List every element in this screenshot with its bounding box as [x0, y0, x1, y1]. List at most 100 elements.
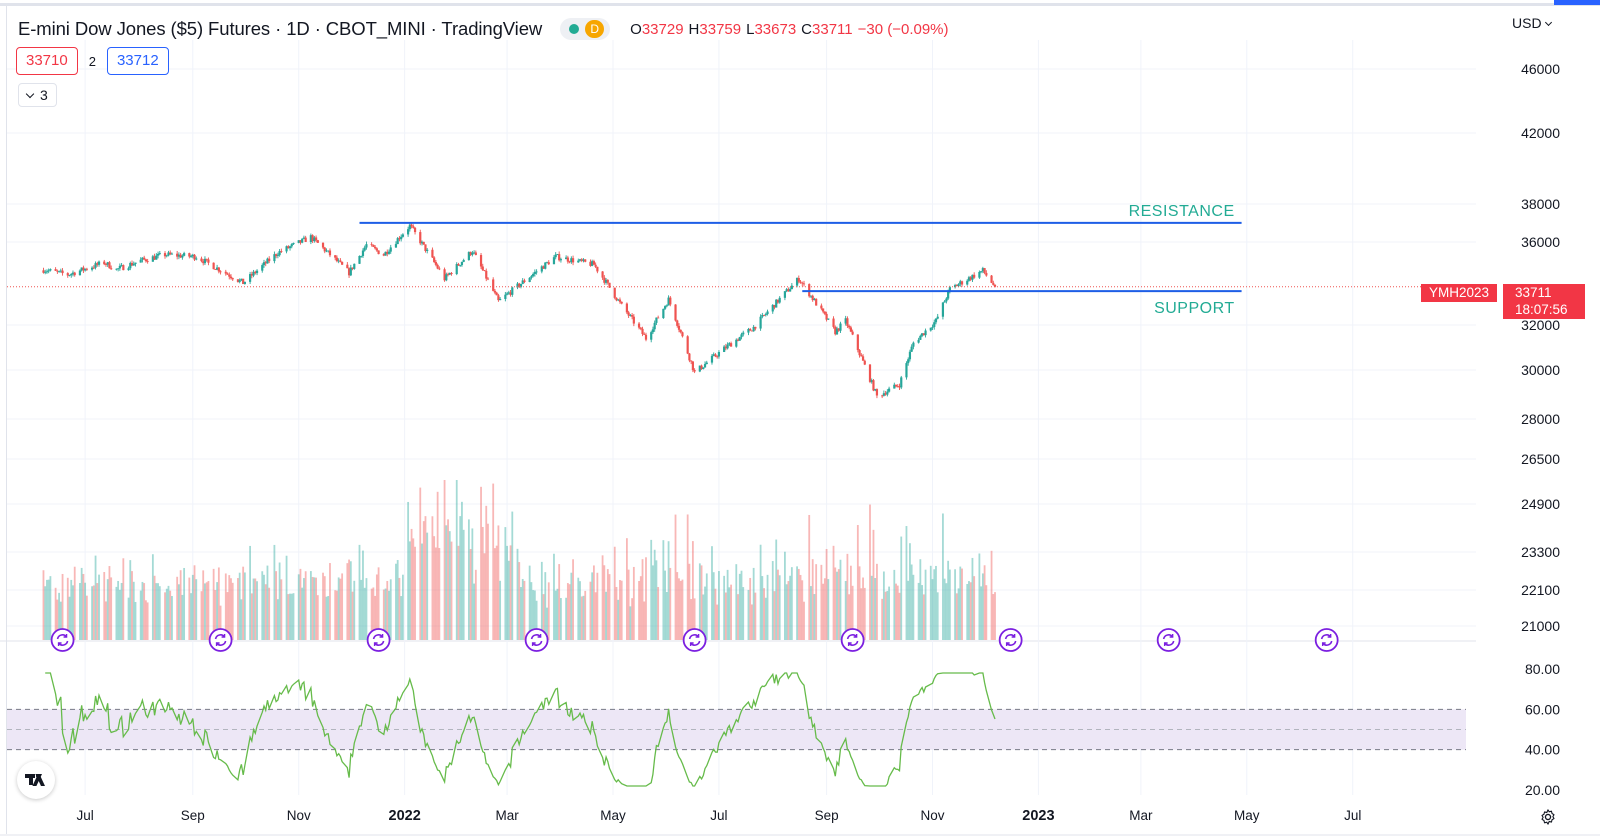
candle-body: [637, 323, 641, 328]
dividend-event-icon[interactable]: [50, 628, 75, 652]
volume-bar: [483, 553, 486, 640]
candle-body: [412, 226, 415, 228]
symbol-title[interactable]: E-mini Dow Jones ($5) Futures · 1D · CBO…: [18, 18, 543, 39]
volume-bar: [407, 501, 410, 640]
volume-bar: [716, 604, 719, 640]
candle-body: [122, 265, 125, 271]
indicators-toggle-button[interactable]: 3: [18, 83, 57, 107]
volume-bar: [594, 592, 597, 640]
candle-body: [155, 255, 158, 260]
volume-bar: [718, 571, 720, 640]
volume-bar: [122, 558, 125, 640]
volume-bar: [228, 575, 231, 640]
candle-body: [292, 242, 295, 245]
volume-bar: [881, 598, 884, 640]
candle-body: [360, 255, 363, 257]
candle-body: [532, 273, 535, 277]
dividend-event-icon[interactable]: [524, 628, 549, 652]
volume-bar: [341, 573, 344, 640]
volume-bar: [285, 555, 288, 640]
dividend-event-icon[interactable]: [840, 628, 865, 652]
volume-bar: [593, 565, 595, 640]
candle-body: [615, 297, 618, 301]
volume-bar: [876, 563, 878, 640]
market-status-pill[interactable]: D: [560, 18, 611, 40]
candle-body: [516, 283, 519, 288]
candle-body: [681, 332, 684, 337]
gear-icon[interactable]: [1539, 808, 1557, 826]
volume-bar: [749, 577, 752, 640]
candle-body: [874, 389, 877, 391]
candle-body: [410, 224, 413, 227]
volume-bar: [862, 577, 864, 640]
volume-bar: [711, 546, 713, 640]
candle-body: [455, 264, 458, 275]
dividend-event-icon[interactable]: [208, 628, 233, 652]
candle-body: [729, 343, 733, 347]
currency-select[interactable]: USD: [1512, 15, 1552, 31]
volume-bar: [773, 591, 776, 640]
candle-body: [70, 273, 73, 276]
volume-bar: [132, 581, 135, 640]
candle-body: [254, 271, 257, 274]
candle-body: [959, 281, 962, 285]
candle-body: [596, 266, 599, 272]
candle-body: [341, 261, 344, 265]
candle-body: [941, 302, 945, 317]
volume-bar: [943, 578, 946, 640]
dividend-event-icon[interactable]: [1314, 628, 1339, 652]
candle-body: [882, 393, 885, 396]
candle-body: [849, 327, 852, 332]
candle-body: [947, 290, 950, 299]
candle-body: [96, 263, 99, 265]
candle-body: [604, 279, 608, 283]
candle-body: [450, 272, 453, 275]
dividend-event-icon[interactable]: [998, 628, 1023, 652]
volume-bar: [608, 574, 611, 640]
candle-body: [606, 279, 609, 283]
volume-bar: [533, 590, 536, 640]
candle-body: [396, 238, 399, 245]
candle-body: [785, 289, 788, 292]
volume-bar: [372, 587, 375, 640]
volume-bar: [652, 565, 654, 640]
volume-bar: [117, 580, 120, 640]
candle-body: [372, 244, 375, 247]
candle-body: [183, 253, 186, 256]
dividend-event-icon[interactable]: [1156, 628, 1181, 652]
candle-body: [594, 264, 597, 267]
candle-body: [848, 325, 851, 328]
candle-body: [290, 244, 293, 247]
candle-body: [117, 268, 120, 270]
volume-bar: [724, 592, 727, 640]
tradingview-logo-icon[interactable]: [17, 761, 55, 799]
sell-button[interactable]: 33710: [16, 47, 78, 75]
volume-bar: [777, 569, 779, 640]
volume-bar: [469, 549, 472, 640]
candle-body: [200, 258, 203, 262]
volume-bar: [327, 595, 330, 640]
volume-bar: [434, 547, 437, 640]
volume-bar: [219, 605, 222, 640]
volume-bar: [676, 572, 679, 640]
candle-body: [110, 268, 113, 270]
volume-bar: [863, 587, 866, 640]
volume-bar: [584, 590, 587, 640]
volume-bar: [212, 568, 215, 640]
candle-body: [68, 275, 71, 276]
candle-body: [273, 254, 276, 262]
dividend-event-icon[interactable]: [682, 628, 707, 652]
volume-bar: [582, 595, 585, 640]
volume-bar: [577, 577, 580, 640]
volume-bar: [242, 566, 245, 640]
volume-bar: [131, 571, 133, 640]
volume-bar: [151, 554, 154, 640]
dividend-event-icon[interactable]: [366, 628, 391, 652]
buy-button[interactable]: 33712: [106, 47, 169, 75]
volume-bar: [544, 572, 547, 640]
volume-bar: [528, 565, 531, 640]
candle-body: [469, 252, 472, 255]
last-price-value: 33711: [1515, 285, 1552, 300]
